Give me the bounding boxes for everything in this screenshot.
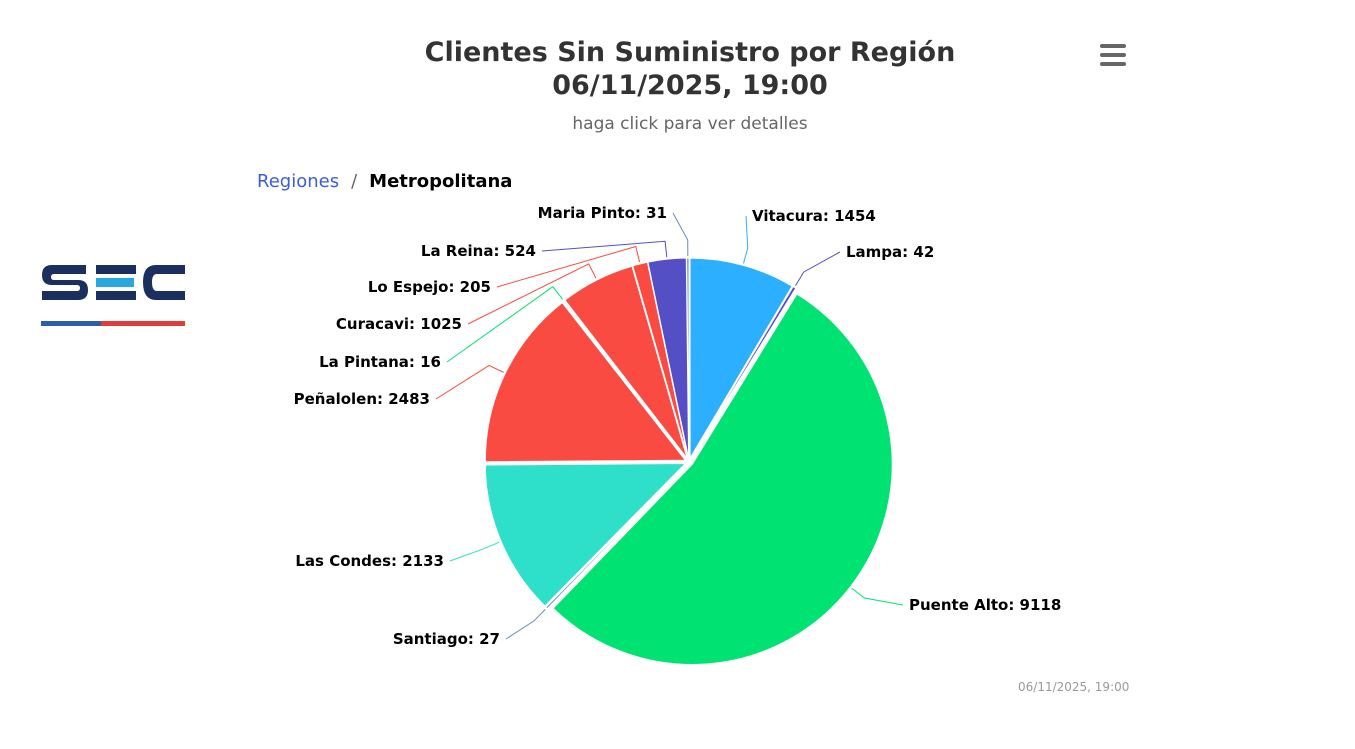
connector-la-reina (541, 240, 668, 258)
breadcrumb-separator: / (351, 171, 358, 192)
pie-slice-penalolen[interactable] (484, 302, 686, 463)
pie-slice-la-pintana[interactable] (562, 300, 688, 460)
pie-slice-maria-pinto[interactable] (686, 257, 690, 459)
data-label-lo-espejo: Lo Espejo: 205 (368, 278, 491, 296)
connector-penalolen (435, 364, 504, 400)
pie-slice-lampa[interactable] (690, 286, 797, 460)
data-label-las-condes: Las Condes: 2133 (295, 552, 444, 570)
data-label-puente-alto: Puente Alto: 9118 (909, 596, 1061, 614)
pie-slice-santiago[interactable] (545, 464, 687, 610)
pie-slice-lo-espejo[interactable] (632, 261, 689, 459)
chart-title-date: 06/11/2025, 19:00 (552, 70, 828, 101)
pie-slice-vitacura[interactable] (689, 257, 793, 459)
data-label-lampa: Lampa: 42 (846, 243, 934, 261)
connector-lo-espejo (496, 245, 641, 288)
data-label-curacavi: Curacavi: 1025 (336, 315, 462, 333)
connector-maria-pinto (672, 212, 689, 257)
connector-las-condes (449, 541, 500, 562)
connector-puente-alto (851, 587, 904, 606)
connector-curacavi (467, 263, 597, 325)
breadcrumb: Regiones / Metropolitana (257, 171, 512, 192)
chart-title: Clientes Sin Suministro por Región (424, 37, 956, 68)
data-label-penalolen: Peñalolen: 2483 (294, 390, 430, 408)
pie-slice-puente-alto[interactable] (552, 293, 893, 665)
data-label-vitacura: Vitacura: 1454 (752, 207, 876, 225)
sec-logo (41, 265, 185, 326)
chart-credits: 06/11/2025, 19:00 (1018, 680, 1130, 694)
data-label-santiago: Santiago: 27 (393, 630, 500, 648)
data-label-la-reina: La Reina: 524 (421, 242, 536, 260)
connector-la-pintana (446, 285, 564, 363)
breadcrumb-current: Metropolitana (369, 171, 513, 192)
data-label-la-pintana: La Pintana: 16 (319, 353, 441, 371)
connector-vitacura (743, 215, 749, 264)
connector-lampa (795, 251, 841, 286)
pie-slice-las-condes[interactable] (484, 463, 686, 607)
breadcrumb-regiones-link[interactable]: Regiones (257, 171, 340, 192)
data-label-maria-pinto: Maria Pinto: 31 (538, 204, 667, 222)
chart-subtitle: haga click para ver detalles (572, 114, 808, 134)
pie-slice-curacavi[interactable] (564, 265, 688, 459)
connector-santiago (505, 609, 546, 640)
hamburger-menu-icon[interactable] (1098, 42, 1128, 68)
